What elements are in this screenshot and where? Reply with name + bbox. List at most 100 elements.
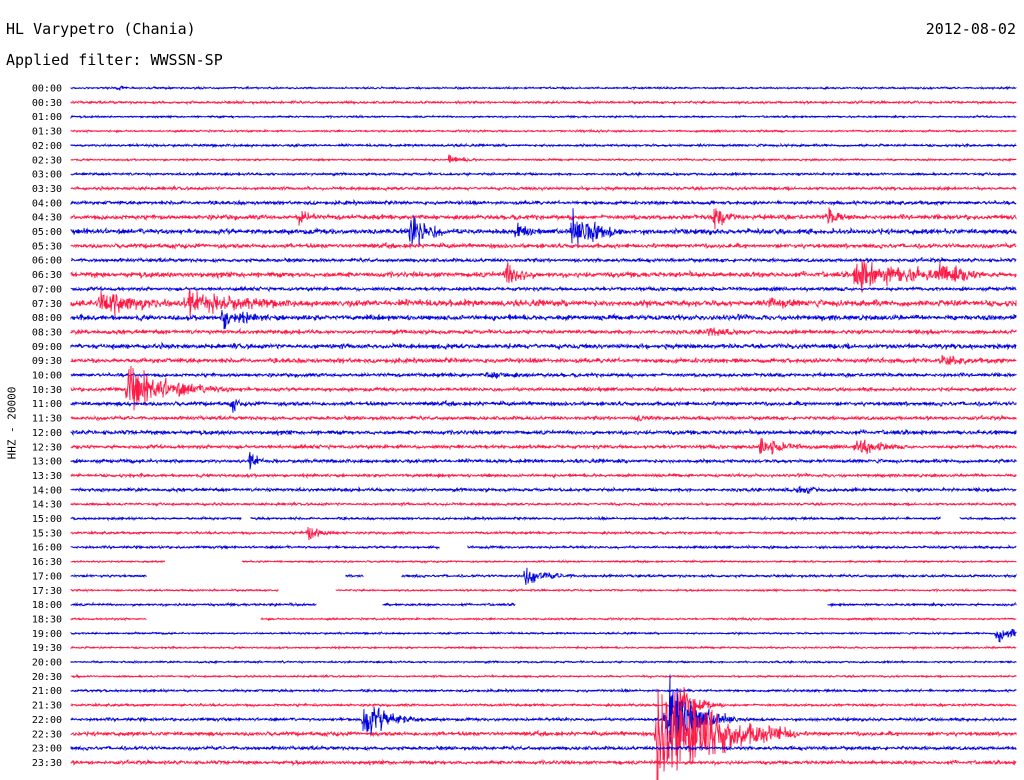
row-label: 17:30 bbox=[32, 586, 62, 597]
row-label: 12:00 bbox=[32, 428, 62, 439]
trace-row bbox=[70, 673, 1017, 680]
trace-row bbox=[70, 398, 1017, 413]
row-label: 04:30 bbox=[32, 213, 62, 224]
row-label: 04:00 bbox=[32, 198, 62, 209]
trace-row bbox=[70, 241, 1017, 250]
row-label: 12:30 bbox=[32, 442, 62, 453]
trace-row bbox=[70, 184, 1017, 192]
trace-row bbox=[70, 616, 1017, 622]
row-label: 09:30 bbox=[32, 356, 62, 367]
trace-row bbox=[70, 687, 1017, 721]
row-label: 23:00 bbox=[32, 744, 62, 755]
trace-row bbox=[70, 688, 1017, 780]
trace-row bbox=[70, 341, 1017, 351]
trace-row bbox=[70, 628, 1017, 643]
trace-row bbox=[70, 327, 1017, 336]
row-label: 15:30 bbox=[32, 528, 62, 539]
row-label: 06:00 bbox=[32, 256, 62, 267]
row-label: 13:30 bbox=[32, 471, 62, 482]
trace-row bbox=[70, 515, 1017, 522]
row-label: 09:00 bbox=[32, 342, 62, 353]
trace-row bbox=[70, 371, 1017, 380]
trace-row bbox=[70, 645, 1017, 651]
row-label: 05:30 bbox=[32, 241, 62, 252]
row-label: 23:30 bbox=[32, 758, 62, 769]
row-label: 14:00 bbox=[32, 485, 62, 496]
trace-row bbox=[70, 142, 1017, 149]
trace-row bbox=[71, 256, 1017, 264]
trace-row bbox=[70, 526, 1017, 541]
row-label: 11:30 bbox=[32, 414, 62, 425]
trace-row bbox=[70, 744, 1017, 752]
trace-row bbox=[70, 84, 1017, 91]
trace-row bbox=[70, 207, 1017, 230]
row-label: 13:00 bbox=[32, 457, 62, 468]
trace-row bbox=[70, 452, 1017, 470]
row-label: 22:30 bbox=[32, 729, 62, 740]
trace-row bbox=[70, 260, 1017, 293]
row-label: 14:30 bbox=[32, 500, 62, 511]
trace-row bbox=[70, 365, 1017, 411]
row-label: 11:00 bbox=[32, 399, 62, 410]
row-label: 01:30 bbox=[32, 127, 62, 138]
row-label: 08:30 bbox=[32, 327, 62, 338]
trace-row bbox=[70, 501, 1017, 508]
trace-row bbox=[70, 154, 1017, 163]
row-label: 20:00 bbox=[32, 658, 62, 669]
row-label: 18:30 bbox=[32, 614, 62, 625]
trace-row bbox=[70, 354, 1017, 366]
trace-row bbox=[70, 437, 1017, 455]
row-label: 15:00 bbox=[32, 514, 62, 525]
row-label: 00:30 bbox=[32, 98, 62, 109]
row-label: 02:30 bbox=[32, 155, 62, 166]
row-label: 19:30 bbox=[32, 643, 62, 654]
row-label: 21:30 bbox=[32, 701, 62, 712]
trace-row bbox=[70, 558, 1017, 565]
station-title: HL Varypetro (Chania) bbox=[6, 20, 196, 38]
row-label: 07:00 bbox=[32, 284, 62, 295]
row-label: 03:00 bbox=[32, 170, 62, 181]
trace-row bbox=[70, 471, 1017, 480]
row-label: 05:00 bbox=[32, 227, 62, 238]
row-label: 19:00 bbox=[32, 629, 62, 640]
row-label: 07:30 bbox=[32, 299, 62, 310]
trace-row bbox=[70, 198, 1017, 207]
trace-row bbox=[70, 128, 1017, 134]
row-label: 17:00 bbox=[32, 571, 62, 582]
trace-row bbox=[70, 687, 1017, 694]
record-date: 2012-08-02 bbox=[925, 20, 1016, 38]
trace-row bbox=[70, 414, 1017, 422]
trace-row bbox=[70, 601, 1017, 608]
row-label: 02:00 bbox=[32, 141, 62, 152]
row-label: 10:30 bbox=[32, 385, 62, 396]
row-label: 22:00 bbox=[32, 715, 62, 726]
row-label: 03:30 bbox=[32, 184, 62, 195]
trace-row bbox=[70, 309, 1017, 330]
trace-row bbox=[70, 758, 1017, 767]
trace-row bbox=[70, 428, 1017, 437]
filter-label: Applied filter: WWSSN-SP bbox=[6, 51, 223, 69]
trace-row bbox=[70, 99, 1017, 106]
row-label: 00:00 bbox=[32, 84, 62, 95]
trace-row bbox=[70, 485, 1017, 495]
trace-row bbox=[70, 208, 1017, 246]
trace-row bbox=[70, 114, 1017, 120]
row-label: 16:00 bbox=[32, 543, 62, 554]
row-label: 06:30 bbox=[32, 270, 62, 281]
trace-row bbox=[70, 285, 1017, 293]
row-label: 20:30 bbox=[32, 672, 62, 683]
row-label: 21:00 bbox=[32, 686, 62, 697]
trace-row bbox=[70, 659, 1017, 665]
trace-row bbox=[70, 170, 1017, 178]
trace-row bbox=[70, 543, 1017, 551]
trace-row bbox=[70, 289, 1017, 317]
row-label: 08:00 bbox=[32, 313, 62, 324]
row-labels: 00:00 00:30 01:00 01:30 02:00 02:30 03:00 03:30… bbox=[32, 84, 62, 769]
trace-row bbox=[70, 567, 1017, 585]
row-label: 01:00 bbox=[32, 112, 62, 123]
row-label: 10:00 bbox=[32, 371, 62, 382]
row-label: 18:00 bbox=[32, 600, 62, 611]
trace-row bbox=[70, 587, 1017, 594]
seismic-traces bbox=[70, 84, 1017, 780]
